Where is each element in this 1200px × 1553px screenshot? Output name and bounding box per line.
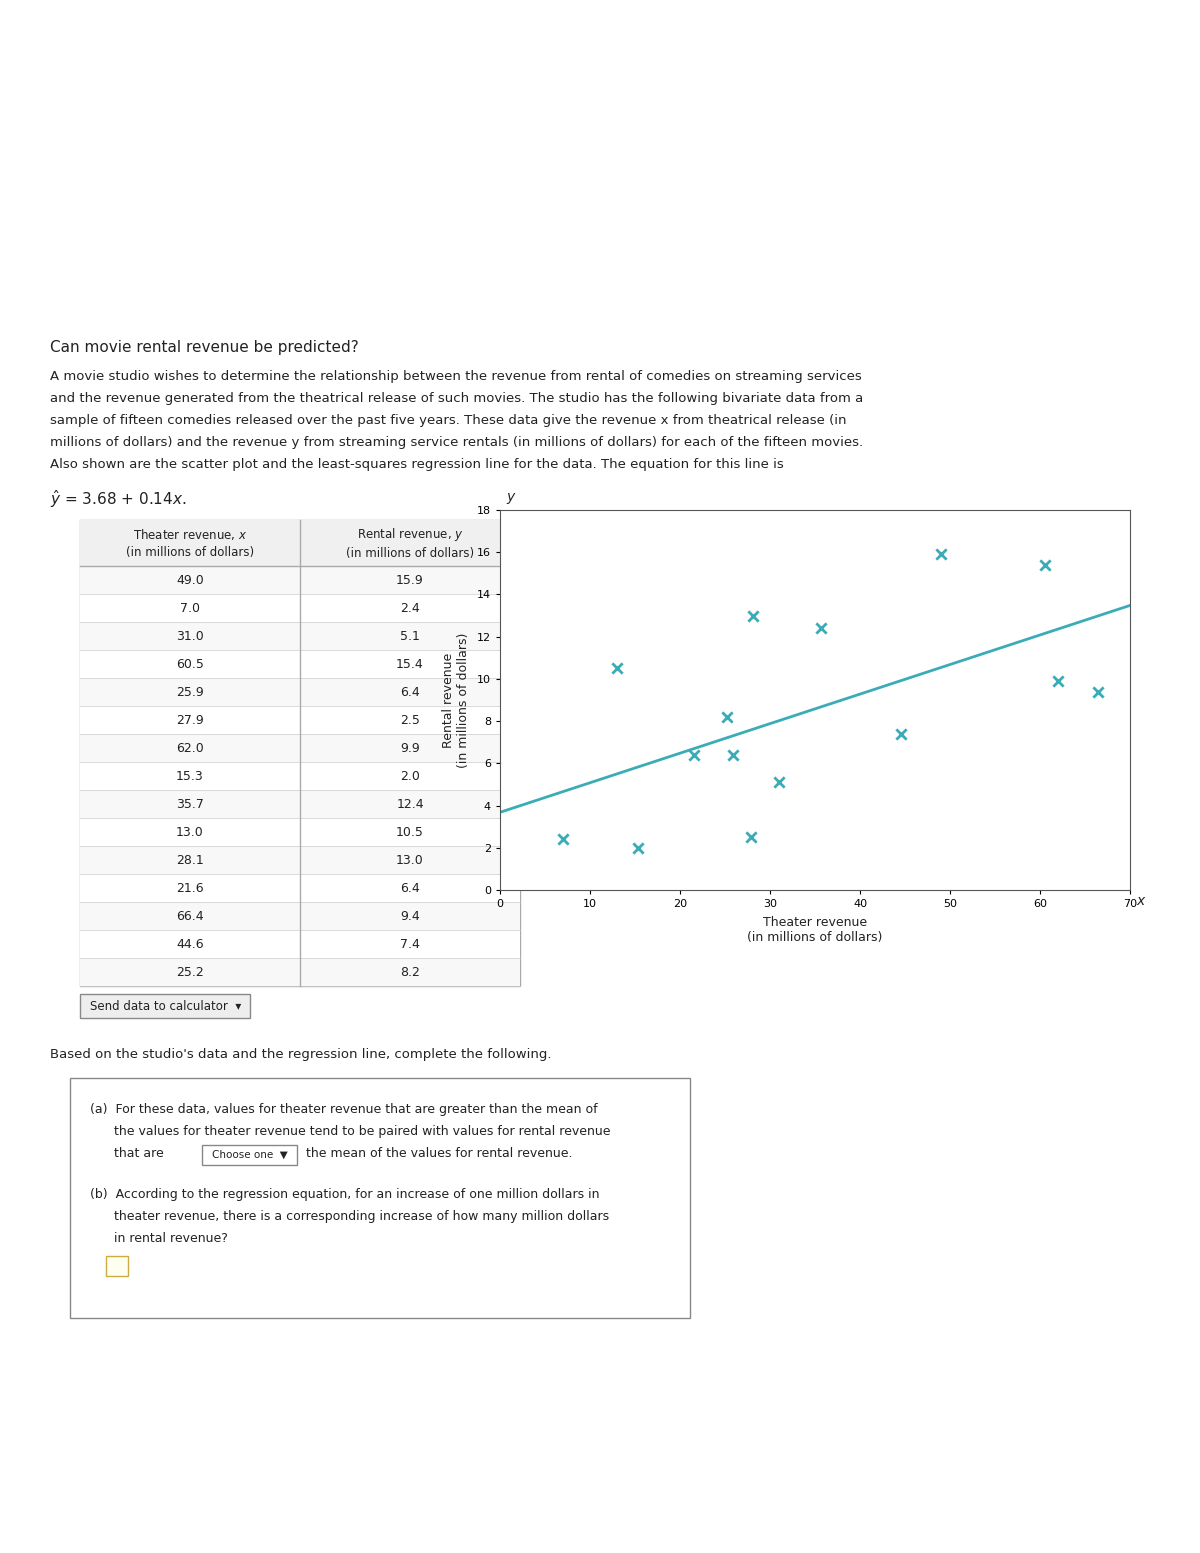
Bar: [80, 818, 520, 846]
Text: 13.0: 13.0: [396, 854, 424, 867]
Point: [892, 721, 911, 745]
Text: 35.7: 35.7: [176, 798, 204, 811]
Text: Also shown are the scatter plot and the least-squares regression line for the da: Also shown are the scatter plot and the …: [50, 458, 784, 471]
Text: Theater revenue, $x$
(in millions of dollars): Theater revenue, $x$ (in millions of dol…: [126, 526, 254, 559]
Bar: [80, 520, 520, 565]
Text: Send data to calculator  ▾: Send data to calculator ▾: [90, 1000, 241, 1013]
Bar: [80, 930, 520, 958]
Bar: [80, 874, 520, 902]
Point: [718, 705, 737, 730]
Text: 25.9: 25.9: [176, 685, 204, 699]
Point: [931, 542, 950, 567]
Bar: [80, 958, 520, 986]
Bar: [80, 623, 520, 651]
Text: 2.5: 2.5: [400, 713, 420, 727]
Bar: [80, 790, 520, 818]
Text: 60.5: 60.5: [176, 657, 204, 671]
Bar: [106, 1256, 128, 1277]
Text: 62.0: 62.0: [176, 741, 204, 755]
Point: [1049, 669, 1068, 694]
Text: 10.5: 10.5: [396, 826, 424, 839]
Text: 6.4: 6.4: [400, 882, 420, 895]
Text: 7.0: 7.0: [180, 601, 200, 615]
Text: 15.4: 15.4: [396, 657, 424, 671]
Point: [553, 826, 572, 851]
Point: [743, 603, 762, 627]
Text: 7.4: 7.4: [400, 938, 420, 950]
Point: [811, 617, 830, 641]
Text: 44.6: 44.6: [176, 938, 204, 950]
Text: $x$: $x$: [1136, 895, 1147, 909]
Text: 66.4: 66.4: [176, 910, 204, 922]
Point: [1088, 679, 1108, 704]
Text: 9.4: 9.4: [400, 910, 420, 922]
Point: [628, 836, 647, 860]
X-axis label: Theater revenue
(in millions of dollars): Theater revenue (in millions of dollars): [748, 916, 883, 944]
Bar: [80, 565, 520, 593]
Text: 8.2: 8.2: [400, 966, 420, 978]
Text: A movie studio wishes to determine the relationship between the revenue from ren: A movie studio wishes to determine the r…: [50, 370, 862, 384]
Text: 15.9: 15.9: [396, 573, 424, 587]
Text: 2.0: 2.0: [400, 769, 420, 783]
Text: 5.1: 5.1: [400, 629, 420, 643]
Text: 27.9: 27.9: [176, 713, 204, 727]
Text: 13.0: 13.0: [176, 826, 204, 839]
Text: $y$: $y$: [506, 491, 517, 506]
Text: 28.1: 28.1: [176, 854, 204, 867]
Text: Based on the studio's data and the regression line, complete the following.: Based on the studio's data and the regre…: [50, 1048, 552, 1061]
Text: 2.4: 2.4: [400, 601, 420, 615]
Bar: [80, 735, 520, 763]
Text: $\hat{y}$ = 3.68 + 0.14$x$.: $\hat{y}$ = 3.68 + 0.14$x$.: [50, 488, 186, 509]
Point: [607, 655, 626, 680]
Text: that are: that are: [90, 1148, 168, 1160]
Text: 31.0: 31.0: [176, 629, 204, 643]
Bar: [202, 1145, 298, 1165]
Bar: [70, 1078, 690, 1318]
Bar: [80, 707, 520, 735]
Text: Rental revenue, $y$
(in millions of dollars): Rental revenue, $y$ (in millions of doll…: [346, 526, 474, 561]
Bar: [80, 679, 520, 707]
Text: sample of fifteen comedies released over the past five years. These data give th: sample of fifteen comedies released over…: [50, 415, 846, 427]
Point: [769, 770, 788, 795]
Point: [742, 825, 761, 849]
Bar: [80, 902, 520, 930]
Point: [685, 742, 704, 767]
Bar: [80, 593, 520, 623]
Bar: [80, 994, 250, 1019]
Text: 25.2: 25.2: [176, 966, 204, 978]
Text: 49.0: 49.0: [176, 573, 204, 587]
Text: 12.4: 12.4: [396, 798, 424, 811]
Text: and the revenue generated from the theatrical release of such movies. The studio: and the revenue generated from the theat…: [50, 391, 863, 405]
Point: [724, 742, 743, 767]
Text: 21.6: 21.6: [176, 882, 204, 895]
Text: 9.9: 9.9: [400, 741, 420, 755]
Text: theater revenue, there is a corresponding increase of how many million dollars: theater revenue, there is a correspondin…: [90, 1210, 610, 1224]
Y-axis label: Rental revenue
(in millions of dollars): Rental revenue (in millions of dollars): [442, 632, 470, 767]
Text: (a)  For these data, values for theater revenue that are greater than the mean o: (a) For these data, values for theater r…: [90, 1103, 598, 1117]
Text: the values for theater revenue tend to be paired with values for rental revenue: the values for theater revenue tend to b…: [90, 1124, 611, 1138]
Bar: [80, 763, 520, 790]
Text: the mean of the values for rental revenue.: the mean of the values for rental revenu…: [302, 1148, 572, 1160]
Text: 15.3: 15.3: [176, 769, 204, 783]
Bar: [80, 846, 520, 874]
Text: (b)  According to the regression equation, for an increase of one million dollar: (b) According to the regression equation…: [90, 1188, 600, 1200]
Bar: [80, 520, 520, 986]
Text: 6.4: 6.4: [400, 685, 420, 699]
Bar: [80, 651, 520, 679]
Text: Can movie rental revenue be predicted?: Can movie rental revenue be predicted?: [50, 340, 359, 356]
Text: in rental revenue?: in rental revenue?: [90, 1232, 228, 1246]
Point: [1034, 553, 1054, 578]
Text: Choose one  ▼: Choose one ▼: [211, 1151, 287, 1160]
Text: millions of dollars) and the revenue y from streaming service rentals (in millio: millions of dollars) and the revenue y f…: [50, 436, 863, 449]
